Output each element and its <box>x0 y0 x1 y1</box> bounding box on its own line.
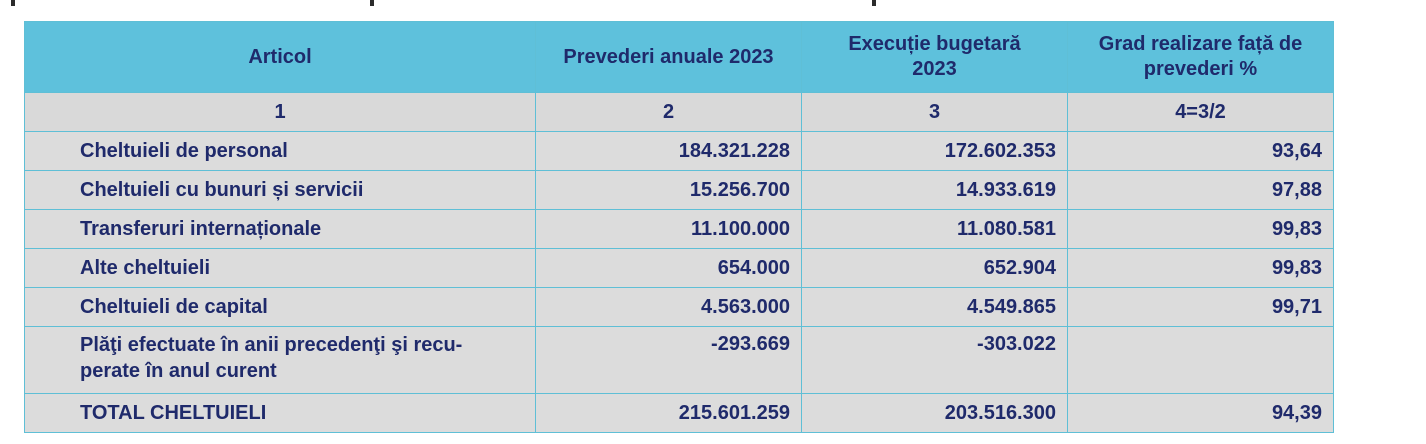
table-row: Alte cheltuieli 654.000 652.904 99,83 <box>24 248 1334 288</box>
row-executie: 652.904 <box>801 248 1068 288</box>
total-prevederi: 215.601.259 <box>535 393 802 433</box>
row-label: Cheltuieli de personal <box>24 131 536 171</box>
row-grad <box>1067 326 1334 394</box>
row-label: Transferuri internaționale <box>24 209 536 249</box>
index-cell-1: 1 <box>24 92 536 132</box>
total-label: TOTAL CHELTUIELI <box>24 393 536 433</box>
row-label: Plăţi efectuate în anii precedenţi şi re… <box>24 326 536 394</box>
row-executie: 4.549.865 <box>801 287 1068 327</box>
row-prevederi: 11.100.000 <box>535 209 802 249</box>
row-executie: 11.080.581 <box>801 209 1068 249</box>
row-executie: 14.933.619 <box>801 170 1068 210</box>
row-grad: 99,83 <box>1067 248 1334 288</box>
total-executie: 203.516.300 <box>801 393 1068 433</box>
row-executie: -303.022 <box>801 326 1068 394</box>
row-prevederi: 15.256.700 <box>535 170 802 210</box>
cropped-text-fragment <box>0 0 1426 6</box>
row-prevederi: -293.669 <box>535 326 802 394</box>
row-grad: 99,71 <box>1067 287 1334 327</box>
budget-execution-table: Articol Prevederi anuale 2023 Execuție b… <box>24 21 1334 433</box>
row-grad: 99,83 <box>1067 209 1334 249</box>
row-grad: 93,64 <box>1067 131 1334 171</box>
table-row: Cheltuieli cu bunuri și servicii 15.256.… <box>24 170 1334 210</box>
index-cell-3: 3 <box>801 92 1068 132</box>
header-grad: Grad realizare față de prevederi % <box>1067 21 1334 93</box>
total-grad: 94,39 <box>1067 393 1334 433</box>
row-label: Cheltuieli cu bunuri și servicii <box>24 170 536 210</box>
column-index-row: 1 2 3 4=3/2 <box>24 92 1334 132</box>
header-executie: Execuție bugetară 2023 <box>801 21 1068 93</box>
total-row: TOTAL CHELTUIELI 215.601.259 203.516.300… <box>24 393 1334 433</box>
header-row: Articol Prevederi anuale 2023 Execuție b… <box>24 21 1334 93</box>
index-cell-4: 4=3/2 <box>1067 92 1334 132</box>
table-row: Cheltuieli de personal 184.321.228 172.6… <box>24 131 1334 171</box>
header-prevederi: Prevederi anuale 2023 <box>535 21 802 93</box>
row-prevederi: 184.321.228 <box>535 131 802 171</box>
table-row: Transferuri internaționale 11.100.000 11… <box>24 209 1334 249</box>
row-grad: 97,88 <box>1067 170 1334 210</box>
row-label: Alte cheltuieli <box>24 248 536 288</box>
row-executie: 172.602.353 <box>801 131 1068 171</box>
row-prevederi: 4.563.000 <box>535 287 802 327</box>
table-row: Plăţi efectuate în anii precedenţi şi re… <box>24 326 1334 394</box>
row-label: Cheltuieli de capital <box>24 287 536 327</box>
row-prevederi: 654.000 <box>535 248 802 288</box>
header-articol: Articol <box>24 21 536 93</box>
index-cell-2: 2 <box>535 92 802 132</box>
table-row: Cheltuieli de capital 4.563.000 4.549.86… <box>24 287 1334 327</box>
